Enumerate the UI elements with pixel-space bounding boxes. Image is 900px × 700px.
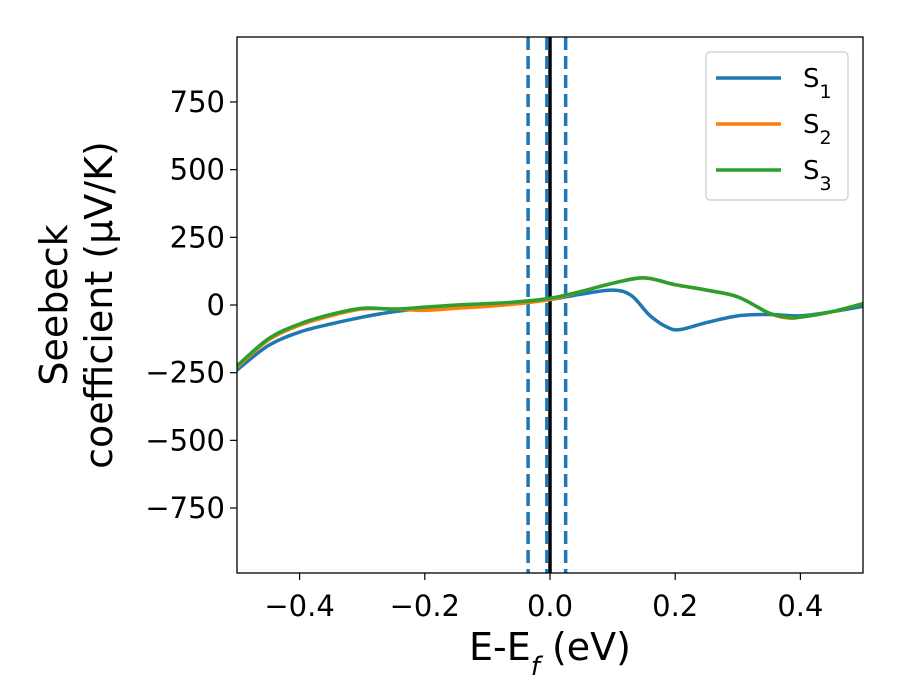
legend-name: S	[803, 64, 820, 94]
x-label-main: E-E	[469, 625, 531, 669]
legend-name: S	[803, 156, 820, 186]
x-label-unit: (eV)	[540, 625, 631, 669]
y-axis-label: Seebeckcoefficient (μV/K)	[32, 141, 121, 469]
legend-label-s2: S2	[803, 110, 832, 149]
x-tick-label: 0.2	[652, 589, 698, 623]
y-tick-label: 0	[207, 288, 225, 322]
series-lines	[237, 276, 863, 372]
y-tick-label: 500	[170, 153, 225, 187]
y-tick-label: 250	[170, 220, 225, 254]
legend-sub: 3	[820, 173, 832, 195]
legend-name: S	[803, 110, 820, 140]
x-axis-ticks: −0.4 −0.2 0.0 0.2 0.4	[264, 573, 823, 623]
reference-lines	[526, 37, 568, 573]
x-tick-label: −0.2	[390, 589, 460, 623]
legend-sub: 2	[820, 127, 832, 149]
y-tick-label: −750	[145, 491, 225, 525]
series-line-s3	[237, 276, 863, 368]
y-tick-label: −250	[145, 356, 225, 390]
series-line-s1	[237, 288, 863, 372]
legend-sub: 1	[820, 81, 832, 103]
x-tick-label: −0.4	[264, 589, 334, 623]
x-axis-label: E-Ef (eV)	[469, 625, 631, 682]
x-tick-label: 0.0	[527, 589, 573, 623]
legend-label-s3: S3	[803, 156, 832, 195]
legend-label-s1: S1	[803, 64, 832, 103]
x-tick-label: 0.4	[777, 589, 823, 623]
legend-box	[705, 51, 849, 201]
y-tick-label: 750	[170, 85, 225, 119]
y-tick-label: −500	[145, 423, 225, 457]
y-label-line1: Seebeck	[32, 224, 76, 385]
y-label-line2: coefficient (μV/K)	[77, 141, 121, 469]
y-axis-ticks: 750 500 250 0 −250 −500 −750	[145, 85, 237, 525]
